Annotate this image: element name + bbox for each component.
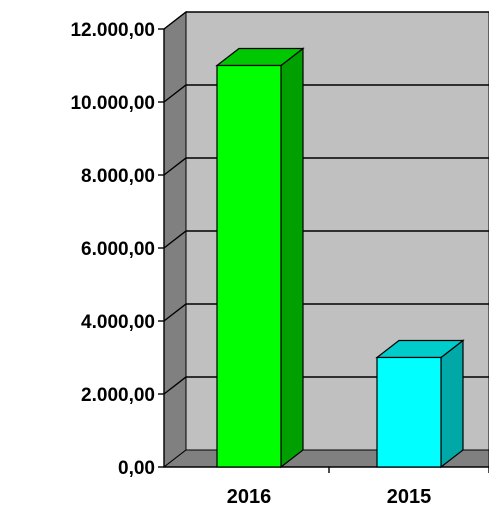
gridline (163, 11, 489, 30)
gridline (163, 84, 489, 103)
gridlines (163, 11, 489, 395)
y-tick-label: 10.000,00 (70, 93, 155, 114)
gridline (163, 303, 489, 322)
y-tick-label: 12.000,00 (70, 20, 155, 41)
y-tick-label: 6.000,00 (81, 239, 155, 260)
bar-side (440, 339, 464, 469)
y-tick-labels: 0,00 2.000,00 4.000,00 6.000,00 8.000,00 10.0… (70, 20, 155, 479)
bar-2015 (375, 339, 465, 469)
bar-2016 (215, 47, 305, 469)
bar-side (280, 47, 304, 469)
gridline (163, 157, 489, 176)
bar-front (216, 64, 282, 468)
y-tick-label: 8.000,00 (81, 166, 155, 187)
y-tick-label: 2.000,00 (81, 385, 155, 406)
x-category-label: 2016 (227, 486, 272, 508)
y-tick-label: 0,00 (118, 458, 155, 479)
x-category-labels: 2016 2015 (227, 486, 432, 508)
x-category-label: 2015 (387, 486, 432, 508)
gridline (163, 230, 489, 249)
bar-front (376, 356, 442, 468)
bars (215, 47, 465, 469)
y-tick-label: 4.000,00 (81, 312, 155, 333)
